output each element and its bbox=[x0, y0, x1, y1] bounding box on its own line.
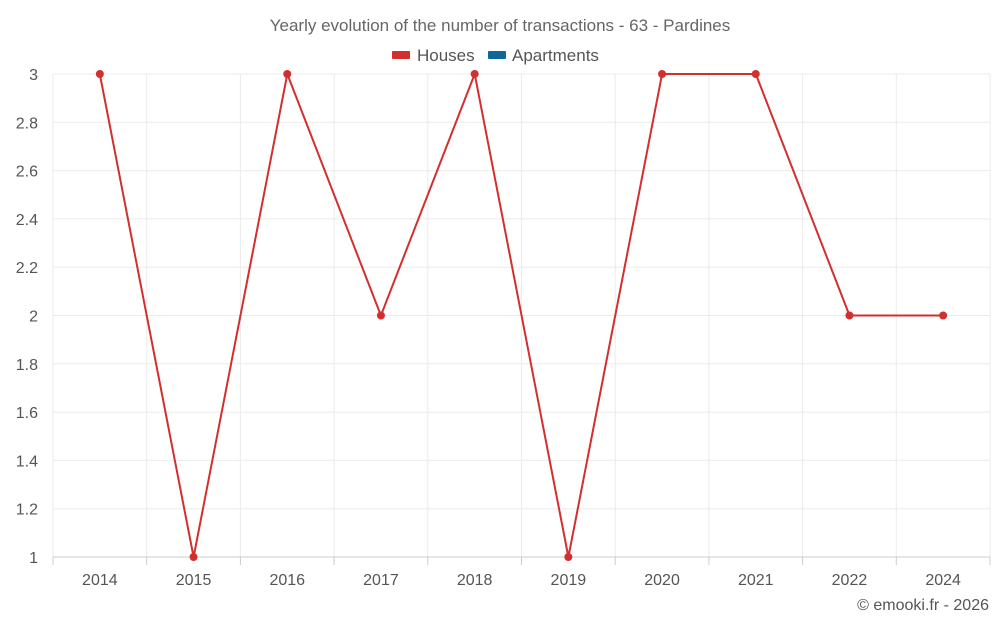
legend-swatch-apartments bbox=[488, 51, 506, 59]
legend-label-houses: Houses bbox=[417, 46, 475, 65]
data-point-houses[interactable] bbox=[751, 70, 760, 78]
y-tick-label: 1.8 bbox=[16, 357, 38, 374]
legend-item-apartments[interactable]: Apartments bbox=[488, 46, 599, 65]
y-tick-label: 1.4 bbox=[16, 453, 38, 470]
data-point-houses[interactable] bbox=[283, 70, 292, 78]
legend-swatch-houses bbox=[392, 51, 410, 59]
x-tick-label: 2018 bbox=[457, 572, 493, 589]
x-tick-label: 2020 bbox=[644, 572, 680, 589]
x-tick-label: 2024 bbox=[925, 572, 961, 589]
data-point-houses[interactable] bbox=[845, 311, 854, 320]
series-houses bbox=[95, 70, 948, 561]
data-point-houses[interactable] bbox=[564, 553, 573, 561]
legend-label-apartments: Apartments bbox=[512, 46, 599, 65]
data-point-houses[interactable] bbox=[658, 70, 667, 78]
x-tick-label: 2021 bbox=[738, 572, 774, 589]
x-tick-label: 2016 bbox=[269, 572, 305, 589]
chart-title: Yearly evolution of the number of transa… bbox=[270, 16, 731, 35]
x-tick-label: 2015 bbox=[176, 572, 212, 589]
x-tick-label: 2014 bbox=[82, 572, 118, 589]
data-point-houses[interactable] bbox=[939, 311, 948, 320]
data-point-houses[interactable] bbox=[189, 553, 198, 561]
legend: Houses Apartments bbox=[392, 46, 599, 65]
y-tick-label: 2.2 bbox=[16, 260, 38, 277]
y-tick-label: 2.4 bbox=[16, 212, 38, 229]
y-tick-label: 2.6 bbox=[16, 164, 38, 181]
x-tick-label: 2019 bbox=[551, 572, 587, 589]
y-tick-label: 3 bbox=[29, 67, 38, 84]
y-tick-label: 1.6 bbox=[16, 405, 38, 422]
data-point-houses[interactable] bbox=[376, 311, 385, 320]
series-line-houses bbox=[98, 73, 944, 558]
x-tick-label: 2022 bbox=[832, 572, 868, 589]
y-tick-label: 2 bbox=[29, 309, 38, 326]
credit-text: © emooki.fr - 2026 bbox=[857, 597, 989, 614]
x-tick-label: 2017 bbox=[363, 572, 399, 589]
legend-item-houses[interactable]: Houses bbox=[392, 46, 475, 65]
y-tick-label: 2.8 bbox=[16, 115, 38, 132]
data-point-houses[interactable] bbox=[470, 70, 479, 78]
y-tick-label: 1.2 bbox=[16, 502, 38, 519]
data-point-houses[interactable] bbox=[95, 70, 104, 78]
y-tick-label: 1 bbox=[29, 550, 38, 567]
y-axis: 1 1.2 1.4 1.6 1.8 2 2.2 2.4 2.6 2.8 3 bbox=[16, 67, 38, 567]
x-axis: 2014 2015 2016 2017 2018 2019 2020 2021 2022 2024 bbox=[52, 557, 991, 589]
